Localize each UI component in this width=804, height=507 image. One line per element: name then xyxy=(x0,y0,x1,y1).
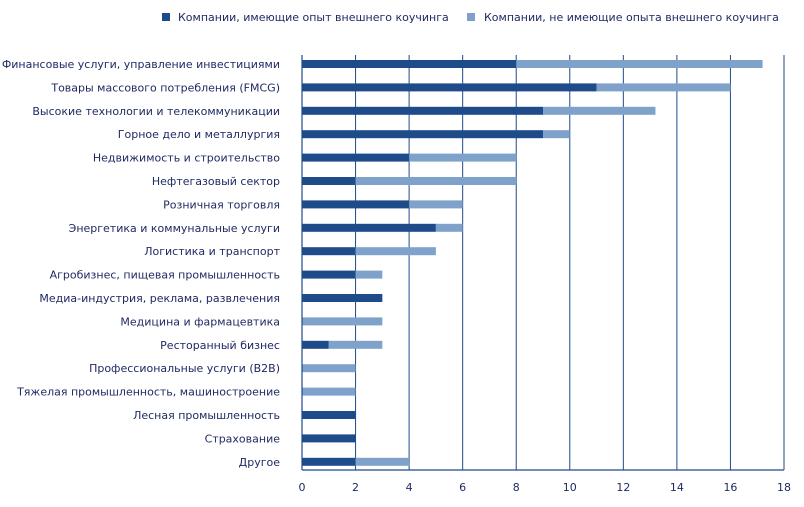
bar-without-coaching xyxy=(435,223,463,232)
category-label: Медицина и фармацевтика xyxy=(120,315,280,328)
category-label: Недвижимость и строительство xyxy=(93,152,280,165)
bar-with-coaching xyxy=(302,434,356,443)
bar-without-coaching xyxy=(302,317,383,326)
bar-with-coaching xyxy=(302,340,329,349)
category-label: Нефтегазовый сектор xyxy=(152,175,280,188)
category-label: Ресторанный бизнес xyxy=(160,339,280,352)
x-axis: 0 2 4 6 8 10 12 14 16 18 xyxy=(299,55,791,494)
category-label: Страхование xyxy=(205,432,281,445)
bar-with-coaching xyxy=(302,130,543,139)
legend-swatch-with-coaching xyxy=(162,13,170,21)
category-label: Профессиональные услуги (B2B) xyxy=(89,362,280,375)
x-tick-label: 18 xyxy=(777,481,791,494)
category-label: Тяжелая промышленность, машиностроение xyxy=(16,386,280,399)
bar-without-coaching xyxy=(596,83,731,92)
x-tick-label: 8 xyxy=(513,481,520,494)
x-tick-label: 0 xyxy=(299,481,306,494)
bar-without-coaching xyxy=(355,457,410,466)
bar-without-coaching xyxy=(409,200,463,209)
bar-without-coaching xyxy=(409,153,517,162)
bar-without-coaching xyxy=(328,340,383,349)
bar-with-coaching xyxy=(302,457,356,466)
x-tick-label: 14 xyxy=(670,481,684,494)
bar-without-coaching xyxy=(516,60,763,68)
bar-with-coaching xyxy=(302,60,517,68)
bar-with-coaching xyxy=(302,247,356,256)
category-label: Финансовые услуги, управление инвестиция… xyxy=(2,58,280,71)
category-label: Горное дело и металлургия xyxy=(118,128,280,141)
bar-without-coaching xyxy=(355,247,436,256)
bar-without-coaching xyxy=(543,130,570,139)
bar-with-coaching xyxy=(302,270,356,279)
category-label: Розничная торговля xyxy=(163,198,280,211)
bar-without-coaching xyxy=(302,364,356,373)
bar-with-coaching xyxy=(302,294,383,302)
category-label: Высокие технологии и телекоммуникации xyxy=(32,105,280,118)
bar-without-coaching xyxy=(302,387,356,396)
legend-label-with-coaching: Компании, имеющие опыт внешнего коучинга xyxy=(178,11,449,24)
bar-with-coaching xyxy=(302,153,410,162)
bar-without-coaching xyxy=(355,177,517,185)
category-labels: Финансовые услуги, управление инвестиция… xyxy=(2,58,281,469)
bar-without-coaching xyxy=(355,270,383,279)
bar-with-coaching xyxy=(302,83,597,92)
x-tick-label: 2 xyxy=(352,481,359,494)
bar-with-coaching xyxy=(302,177,356,185)
x-tick-label: 6 xyxy=(459,481,466,494)
legend: Компании, имеющие опыт внешнего коучинга… xyxy=(162,11,779,24)
category-label: Товары массового потребления (FMCG) xyxy=(50,81,280,94)
category-label: Другое xyxy=(239,456,281,469)
category-label: Логистика и транспорт xyxy=(144,245,280,258)
bar-with-coaching xyxy=(302,223,436,232)
bar-with-coaching xyxy=(302,411,356,419)
bar-without-coaching xyxy=(543,106,656,115)
bars xyxy=(302,60,763,466)
legend-label-without-coaching: Компании, не имеющие опыта внешнего коуч… xyxy=(484,11,779,24)
x-tick-label: 10 xyxy=(563,481,577,494)
gridlines xyxy=(355,55,785,470)
category-label: Медиа-индустрия, реклама, развлечения xyxy=(39,292,280,305)
bar-with-coaching xyxy=(302,106,543,115)
bar-with-coaching xyxy=(302,200,410,209)
legend-swatch-without-coaching xyxy=(467,13,475,21)
x-tick-label: 4 xyxy=(406,481,413,494)
category-label: Агробизнес, пищевая промышленность xyxy=(50,269,280,282)
category-label: Энергетика и коммунальные услуги xyxy=(69,222,280,235)
category-label: Лесная промышленность xyxy=(133,409,280,422)
x-tick-label: 16 xyxy=(723,481,737,494)
x-tick-label: 12 xyxy=(616,481,630,494)
